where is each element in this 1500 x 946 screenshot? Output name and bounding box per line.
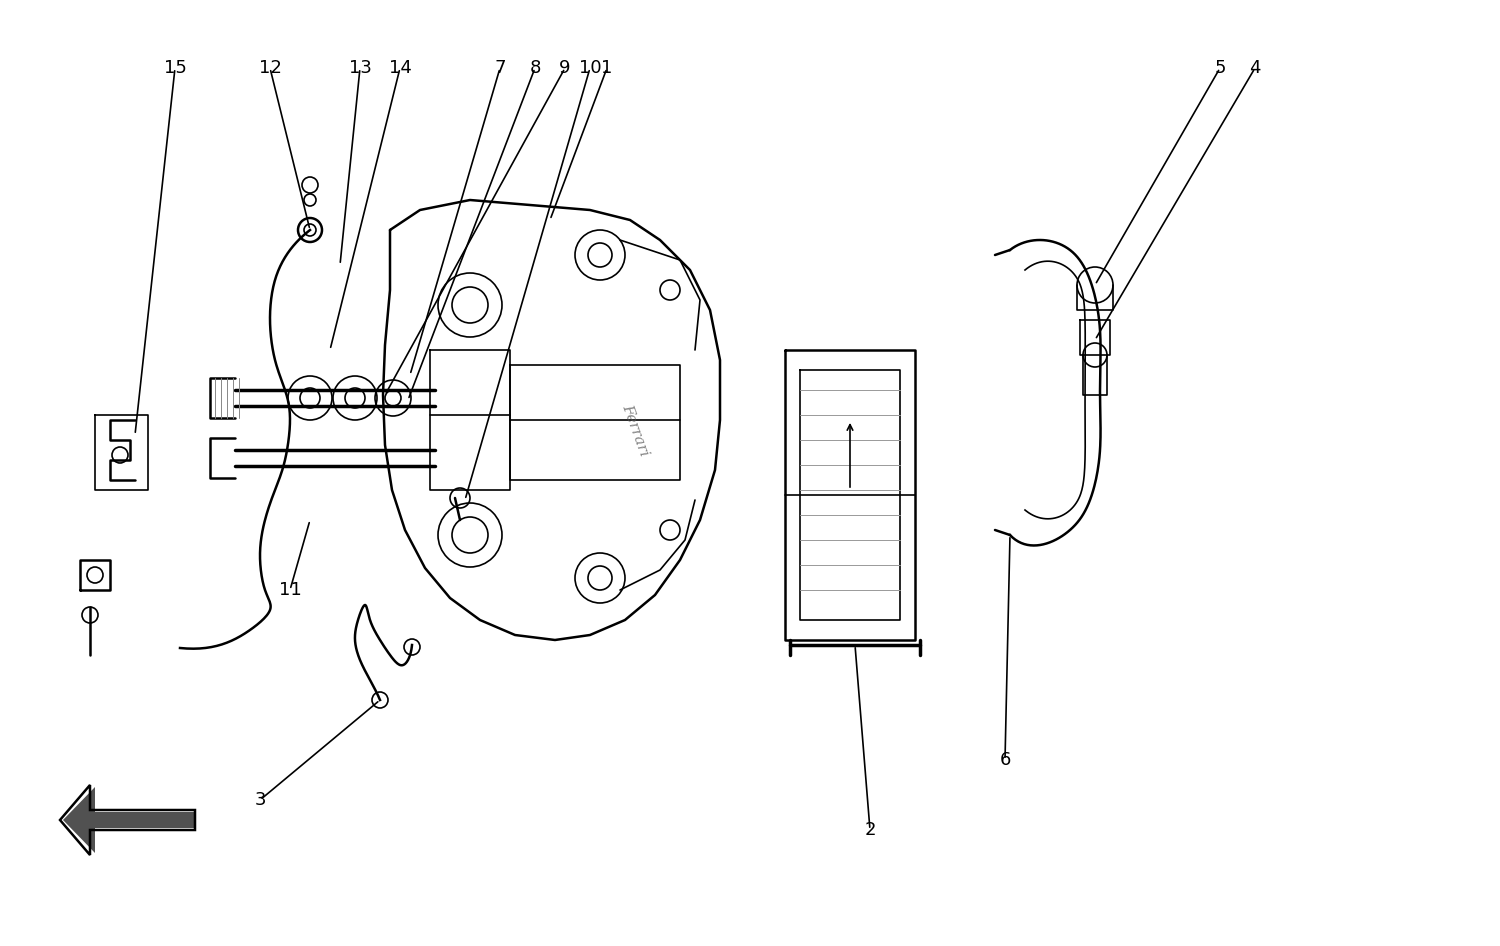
- Text: Ferrari: Ferrari: [620, 402, 651, 458]
- Text: 10: 10: [579, 59, 602, 77]
- Text: 4: 4: [1250, 59, 1260, 77]
- Text: 2: 2: [864, 821, 876, 839]
- Polygon shape: [63, 787, 195, 853]
- Text: 11: 11: [279, 581, 302, 599]
- Text: 5: 5: [1215, 59, 1225, 77]
- Text: 3: 3: [254, 791, 266, 809]
- Text: 9: 9: [560, 59, 570, 77]
- Text: 15: 15: [164, 59, 186, 77]
- Text: 14: 14: [388, 59, 411, 77]
- Text: 1: 1: [602, 59, 612, 77]
- Text: 7: 7: [495, 59, 506, 77]
- Text: 8: 8: [530, 59, 540, 77]
- Text: 12: 12: [258, 59, 282, 77]
- Text: 13: 13: [348, 59, 372, 77]
- Text: 6: 6: [999, 751, 1011, 769]
